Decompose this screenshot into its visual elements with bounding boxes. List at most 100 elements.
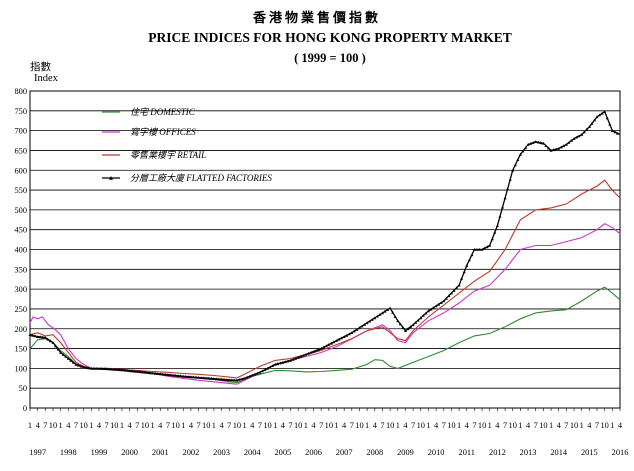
chart-subtitle: ( 1999 = 100 ) — [294, 51, 366, 65]
x-year-label: 2001 — [152, 448, 169, 457]
data-marker — [324, 344, 328, 348]
x-month-tick-label: 1 — [151, 421, 155, 430]
data-marker — [174, 374, 178, 377]
data-marker — [442, 299, 446, 303]
data-marker — [148, 371, 152, 375]
data-marker — [94, 367, 98, 370]
data-marker — [501, 205, 504, 209]
data-marker — [41, 335, 45, 339]
y-tick-label: 750 — [14, 107, 27, 116]
x-month-tick-label: 1 — [181, 421, 185, 430]
x-month-tick-label: 7 — [74, 421, 78, 430]
x-month-tick-label: 7 — [105, 421, 109, 430]
data-marker — [536, 140, 540, 144]
data-marker — [337, 337, 341, 341]
x-month-tick-label: 7 — [595, 421, 599, 430]
x-month-tick-label: 4 — [128, 421, 133, 430]
data-marker — [276, 362, 280, 366]
x-month-tick-label: 10 — [355, 421, 363, 430]
data-marker — [360, 324, 364, 328]
data-marker — [138, 370, 142, 374]
data-marker — [225, 378, 229, 381]
x-month-tick-label: 1 — [488, 421, 492, 430]
x-month-tick-label: 4 — [557, 421, 562, 430]
data-marker — [401, 325, 405, 329]
data-marker — [202, 376, 206, 380]
data-marker — [197, 376, 201, 379]
data-marker — [437, 302, 441, 306]
data-marker — [370, 318, 374, 321]
y-tick-label: 100 — [14, 364, 27, 373]
x-year-label: 2003 — [213, 448, 230, 457]
data-marker — [82, 365, 86, 369]
data-marker — [605, 116, 609, 120]
data-marker — [87, 366, 91, 370]
x-month-tick-label: 1 — [89, 421, 93, 430]
data-marker — [577, 134, 581, 138]
x-month-tick-label: 4 — [403, 421, 408, 430]
data-marker — [363, 323, 367, 326]
data-marker — [184, 375, 188, 378]
x-month-tick-label: 10 — [539, 421, 547, 430]
data-marker — [163, 373, 167, 376]
data-marker — [595, 115, 599, 119]
data-marker — [580, 133, 584, 136]
data-marker — [69, 358, 73, 362]
data-marker — [495, 224, 499, 227]
data-marker — [531, 141, 535, 144]
y-tick-label: 250 — [14, 305, 27, 314]
y-tick-label: 650 — [14, 146, 27, 155]
data-marker — [258, 370, 262, 374]
x-month-tick-label: 10 — [478, 421, 486, 430]
x-month-tick-label: 10 — [171, 421, 179, 430]
x-month-tick-label: 7 — [380, 421, 384, 430]
data-marker — [485, 245, 489, 249]
x-year-label: 2004 — [244, 448, 262, 457]
x-month-tick-label: 1 — [396, 421, 400, 430]
x-month-tick-label: 1 — [120, 421, 124, 430]
data-marker — [587, 125, 591, 128]
x-month-tick-label: 10 — [417, 421, 425, 430]
y-tick-label: 700 — [14, 127, 27, 136]
data-marker — [273, 362, 277, 366]
legend-label-offices: 寫字樓 OFFICES — [130, 127, 196, 137]
legend-marker — [109, 176, 113, 180]
data-marker — [181, 374, 185, 378]
data-marker — [506, 187, 510, 190]
x-month-tick-label: 4 — [465, 421, 470, 430]
x-month-tick-label: 4 — [219, 421, 224, 430]
x-month-tick-label: 1 — [549, 421, 553, 430]
data-marker — [220, 377, 224, 381]
data-marker — [381, 311, 384, 315]
x-month-tick-label: 7 — [319, 421, 323, 430]
data-marker — [529, 142, 533, 145]
data-marker — [335, 339, 338, 342]
data-marker — [212, 377, 216, 380]
data-marker — [352, 329, 356, 333]
y-tick-label: 450 — [14, 226, 27, 235]
data-marker — [306, 352, 310, 355]
data-marker — [166, 373, 170, 376]
x-month-tick-label: 7 — [166, 421, 170, 430]
data-marker — [199, 376, 203, 379]
data-marker — [585, 127, 589, 131]
data-marker — [286, 359, 290, 363]
x-month-tick-label: 1 — [426, 421, 430, 430]
data-marker — [207, 376, 211, 380]
x-year-label: 2002 — [183, 448, 200, 457]
data-marker — [480, 248, 484, 251]
data-marker — [554, 147, 558, 151]
data-marker — [309, 351, 313, 354]
data-marker — [378, 313, 382, 316]
data-marker — [156, 372, 160, 375]
data-marker — [31, 333, 35, 337]
data-marker — [603, 110, 607, 113]
data-marker — [38, 335, 42, 339]
data-marker — [449, 291, 453, 295]
data-marker — [345, 333, 349, 337]
x-year-label: 2012 — [489, 448, 506, 457]
data-marker — [398, 322, 402, 326]
x-month-tick-label: 4 — [373, 421, 378, 430]
